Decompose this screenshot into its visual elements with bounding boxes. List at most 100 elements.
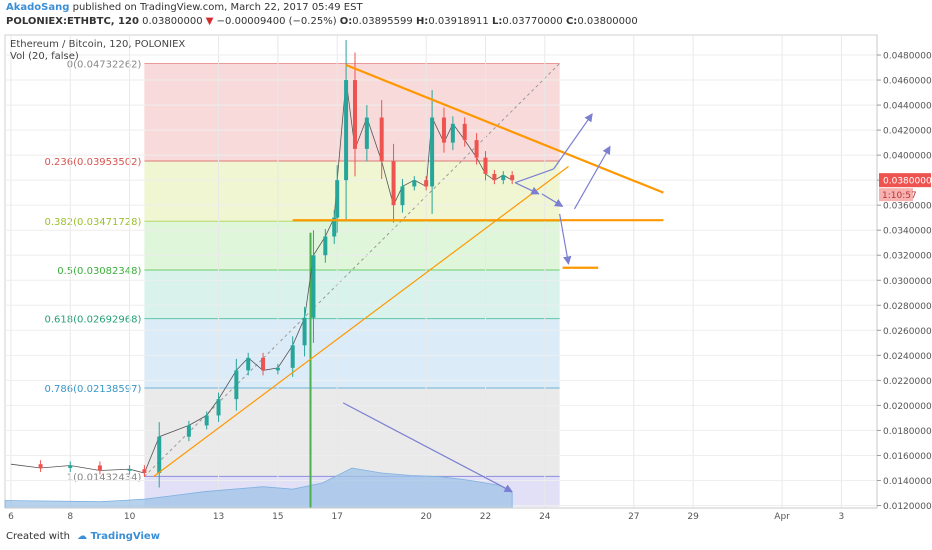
fib-label-0: 0(0.04732262) (67, 59, 142, 70)
candle-body (430, 117, 435, 187)
price-tick-label: 0.04800000 (883, 52, 932, 62)
author-link[interactable]: AkadoSang (6, 2, 70, 13)
close-label: C: (565, 16, 578, 27)
projection-arrow-7 (342, 402, 513, 493)
price-tick-label: 0.04000000 (883, 152, 932, 162)
projection-arrow-1 (514, 168, 554, 184)
fib-trend-diagonal (144, 63, 560, 477)
projection-arrow-4 (541, 193, 564, 207)
time-tick-label-10: 10 (124, 512, 136, 522)
price-tick-label: 0.02600000 (883, 327, 932, 337)
tradingview-logo[interactable]: ☁ TradingView (77, 531, 160, 542)
candle-body (157, 436, 162, 473)
fib-band-0.236 (144, 160, 560, 222)
candle-body (332, 217, 337, 237)
candle-body (462, 123, 467, 141)
fib-label-1: 1(0.01432434) (67, 472, 142, 483)
candle-body (492, 173, 497, 181)
time-tick-label-24: 24 (539, 512, 551, 522)
open-value: 0.03895599 (352, 16, 413, 27)
published-text: published on TradingView.com, March 22, … (72, 2, 363, 13)
change-down-icon: ▼ (205, 16, 214, 27)
time-tick-label-8: 8 (67, 512, 73, 522)
trendline-1 (345, 64, 664, 194)
candle-body (68, 465, 73, 468)
time-tick-label-17: 17 (331, 512, 342, 522)
price-tick-label: 0.03200000 (883, 252, 932, 262)
candle-body (38, 464, 43, 468)
price-tick-label: 0.04200000 (883, 127, 932, 137)
axes: 0.04800000 0.04600000 0.04400000 0.04200000… (5, 35, 932, 522)
last-price: 0.03800000 (142, 16, 203, 27)
price-tick-label: 0.01600000 (883, 452, 932, 462)
candle-body (275, 367, 280, 371)
fib-band-0.382 (144, 221, 560, 270)
candle-body (483, 157, 488, 174)
candle-body (424, 180, 429, 187)
candle-body (412, 180, 417, 187)
countdown-label: 1:10:57 (882, 191, 917, 201)
fib-label-0.618: 0.618(0.02692968) (45, 315, 142, 326)
candle-body (510, 175, 515, 181)
fib-band-0.786 (144, 388, 560, 477)
price-tick-label: 0.03400000 (883, 227, 932, 237)
candle-body (391, 161, 396, 206)
time-tick-label-27: 27 (628, 512, 639, 522)
price-tick-label: 0.01200000 (883, 502, 932, 512)
time-tick-label-13: 13 (213, 512, 224, 522)
price-tick-label: 0.04400000 (883, 102, 932, 112)
time-tick-label-3: 3 (839, 512, 845, 522)
projection-arrow-3 (514, 182, 540, 195)
price-tick-label: 0.03600000 (883, 202, 932, 212)
open-label: O: (339, 16, 353, 27)
candle-body (142, 469, 147, 473)
publish-info: AkadoSang published on TradingView.com, … (6, 2, 932, 13)
candle-body (323, 236, 328, 256)
symbol-info-line: POLONIEX:ETHBTC, 120 0.03800000 ▼ −0.000… (6, 16, 932, 27)
price-tick-label: 0.04600000 (883, 77, 932, 87)
candle-body (186, 425, 191, 437)
projection-arrow-2 (553, 113, 593, 170)
price-tick-label: 0.01400000 (883, 477, 932, 487)
fib-retracement[interactable]: 0(0.04732262) 0.236(0.03953502) 0.382(0.03… (4, 34, 878, 509)
footer: Created with ☁ TradingView (6, 531, 160, 542)
fib-label-0.786: 0.786(0.02138597) (45, 384, 142, 395)
trend-drawings[interactable] (152, 64, 664, 493)
candle-body (290, 345, 295, 368)
tradingview-brand: TradingView (90, 531, 160, 542)
time-tick-label-6: 6 (8, 512, 14, 522)
volume-indicator-label[interactable]: Vol (20, false) (10, 51, 79, 62)
price-tick-label: 0.01800000 (883, 427, 932, 437)
candle-body (311, 255, 316, 318)
candle-body (450, 123, 455, 143)
trendline-2 (152, 165, 569, 478)
price-tick-label: 0.03000000 (883, 277, 932, 287)
candle-body (127, 469, 132, 471)
time-tick-label-22: 22 (480, 512, 491, 522)
high-value: 0.03918911 (428, 16, 489, 27)
low-value: 0.03770000 (502, 16, 563, 27)
created-with-text: Created with (6, 531, 70, 542)
candle-body (474, 140, 479, 158)
series-title[interactable]: Ethereum / Bitcoin, 120, POLONIEX (10, 39, 186, 50)
fib-band-0.5 (144, 269, 560, 319)
price-change: −0.00009400 (−0.25%) (216, 16, 337, 27)
time-tick-label-15: 15 (272, 512, 283, 522)
price-chart[interactable]: 0(0.04732262) 0.236(0.03953502) 0.382(0.03… (0, 33, 932, 523)
countdown-tag (879, 188, 913, 202)
candle-body (302, 317, 307, 346)
candle-body (364, 117, 369, 149)
candle-body (234, 370, 239, 400)
candle-body (352, 80, 357, 149)
current-price-label: 0.03800000 (883, 177, 932, 187)
fib-label-0.382: 0.382(0.03471728) (45, 217, 142, 228)
candle-body (261, 357, 266, 371)
fib-band-0.618 (144, 318, 560, 389)
price-tick-label: 0.02400000 (883, 352, 932, 362)
price-series (10, 40, 515, 508)
symbol-label: POLONIEX:ETHBTC, 120 (6, 16, 139, 27)
candle-body (216, 399, 221, 416)
low-label: L: (491, 16, 503, 27)
candle-body (97, 465, 102, 471)
candle-body (400, 186, 405, 206)
